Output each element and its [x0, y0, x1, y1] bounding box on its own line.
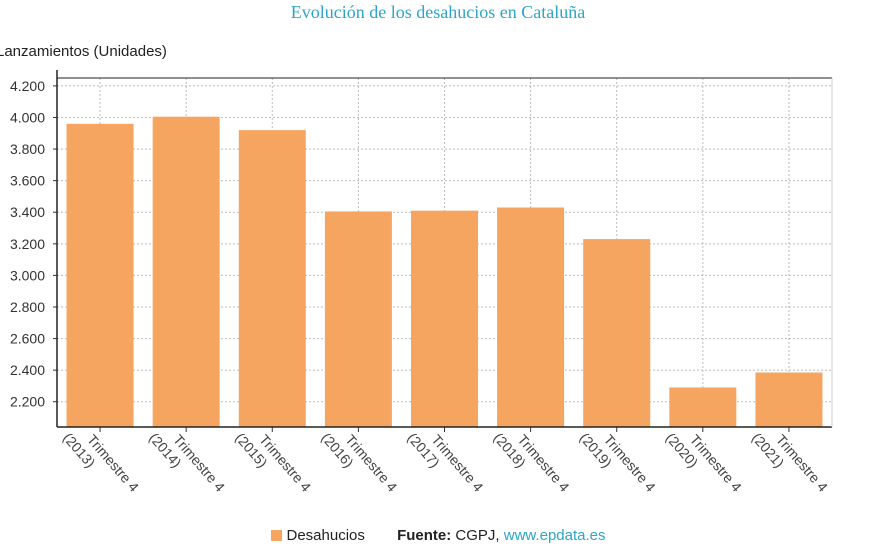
- bar[interactable]: [66, 123, 134, 427]
- x-tick-label: Trimestre 4(2016): [318, 430, 400, 495]
- y-tick-label: 3.600: [10, 173, 45, 189]
- footer: Desahucios Fuente: CGPJ, www.epdata.es: [0, 527, 876, 544]
- axes: [53, 70, 833, 432]
- x-tick-label: Trimestre 4(2014): [146, 430, 228, 495]
- source-text: CGPJ,: [455, 527, 500, 544]
- chart-plot: Lanzamientos (Unidades) 2.2002.4002.6002…: [0, 43, 833, 495]
- bar[interactable]: [324, 211, 392, 427]
- x-tick-label: Trimestre 4(2015): [232, 430, 314, 495]
- bar[interactable]: [583, 239, 651, 427]
- y-tick-label: 3.400: [10, 204, 45, 220]
- x-tick-label: Trimestre 4(2017): [404, 430, 486, 495]
- source-link[interactable]: www.epdata.es: [503, 527, 606, 544]
- y-tick-label: 2.800: [10, 299, 45, 315]
- chart-title: Evolución de los desahucios en Cataluña: [290, 2, 586, 22]
- y-tick-label: 3.800: [10, 141, 45, 157]
- bar[interactable]: [497, 207, 565, 427]
- x-tick-label: Trimestre 4(2019): [577, 430, 659, 495]
- legend-swatch: [270, 530, 282, 541]
- source-label: Fuente:: [397, 527, 452, 544]
- x-tick-label: Trimestre 4(2020): [663, 430, 745, 495]
- legend-label[interactable]: Desahucios: [286, 527, 365, 544]
- y-tick-label: 3.200: [10, 236, 45, 252]
- bar[interactable]: [238, 130, 306, 427]
- y-tick-label: 2.400: [10, 362, 45, 378]
- y-axis-label: Lanzamientos (Unidades): [0, 43, 167, 60]
- y-tick-label: 3.000: [10, 267, 45, 283]
- x-tick-label: Trimestre 4(2021): [749, 430, 831, 495]
- y-tick-label: 2.600: [10, 331, 45, 347]
- y-tick-label: 2.200: [10, 394, 45, 410]
- y-ticks: 2.200 2.400 2.600 2.800 3.000 3.200 3.400 3.600…: [10, 78, 45, 410]
- x-tick-label: Trimestre 4(2013): [60, 430, 142, 495]
- y-tick-label: 4.000: [10, 109, 45, 125]
- x-ticks: Trimestre 4(2013) Trimestre 4(2014) Trimes…: [60, 430, 831, 495]
- bar[interactable]: [411, 210, 478, 427]
- bar[interactable]: [669, 387, 737, 427]
- bar[interactable]: [152, 116, 220, 427]
- bar[interactable]: [755, 372, 823, 427]
- y-tick-label: 4.200: [10, 78, 45, 94]
- bars: [66, 116, 823, 427]
- x-tick-label: Trimestre 4(2018): [491, 430, 573, 495]
